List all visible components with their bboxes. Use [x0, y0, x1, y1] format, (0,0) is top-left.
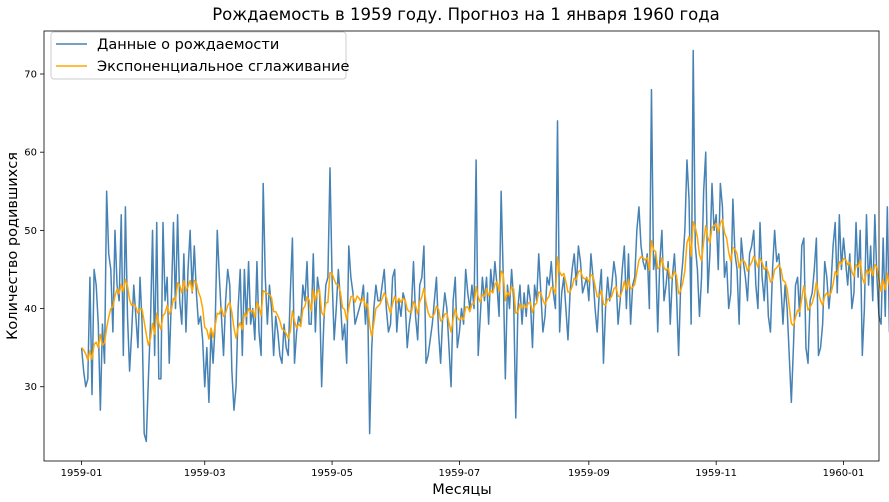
- y-tick-label: 30: [24, 382, 37, 393]
- chart-title: Рождаемость в 1959 году. Прогноз на 1 ян…: [212, 5, 720, 24]
- x-axis-label: Месяцы: [432, 482, 491, 498]
- x-tick-label: 1959-05: [311, 468, 353, 479]
- legend-box: [50, 31, 347, 80]
- y-tick-label: 50: [24, 226, 37, 237]
- y-tick-label: 70: [24, 70, 37, 81]
- x-axis: 1959-01 1959-03 1959-05 1959-07 1959-09 1959-…: [61, 461, 865, 479]
- x-tick-label: 1959-09: [568, 468, 610, 479]
- legend-label-birth-data: Данные о рождаемости: [97, 37, 279, 53]
- y-axis: 30 40 50 60 70: [24, 70, 44, 393]
- y-axis-label: Количество родившихся: [5, 152, 21, 340]
- series-layer: [80, 49, 889, 443]
- legend-label-exp-smoothing: Экспоненциальное сглаживание: [97, 59, 350, 75]
- x-tick-label: 1960-01: [823, 468, 865, 479]
- y-tick-label: 40: [24, 304, 37, 315]
- x-tick-label: 1959-11: [695, 468, 737, 479]
- x-tick-label: 1959-07: [439, 468, 481, 479]
- plot-area: [43, 30, 889, 462]
- y-tick-label: 60: [24, 148, 37, 159]
- series-line-exp-smoothing: [81, 218, 889, 361]
- series-line-birth-data: [80, 49, 889, 443]
- legend: Данные о рождаемости Экспоненциальное сг…: [50, 31, 350, 80]
- plot-frame: [43, 30, 880, 462]
- x-tick-label: 1959-01: [61, 468, 103, 479]
- x-tick-label: 1959-03: [184, 468, 226, 479]
